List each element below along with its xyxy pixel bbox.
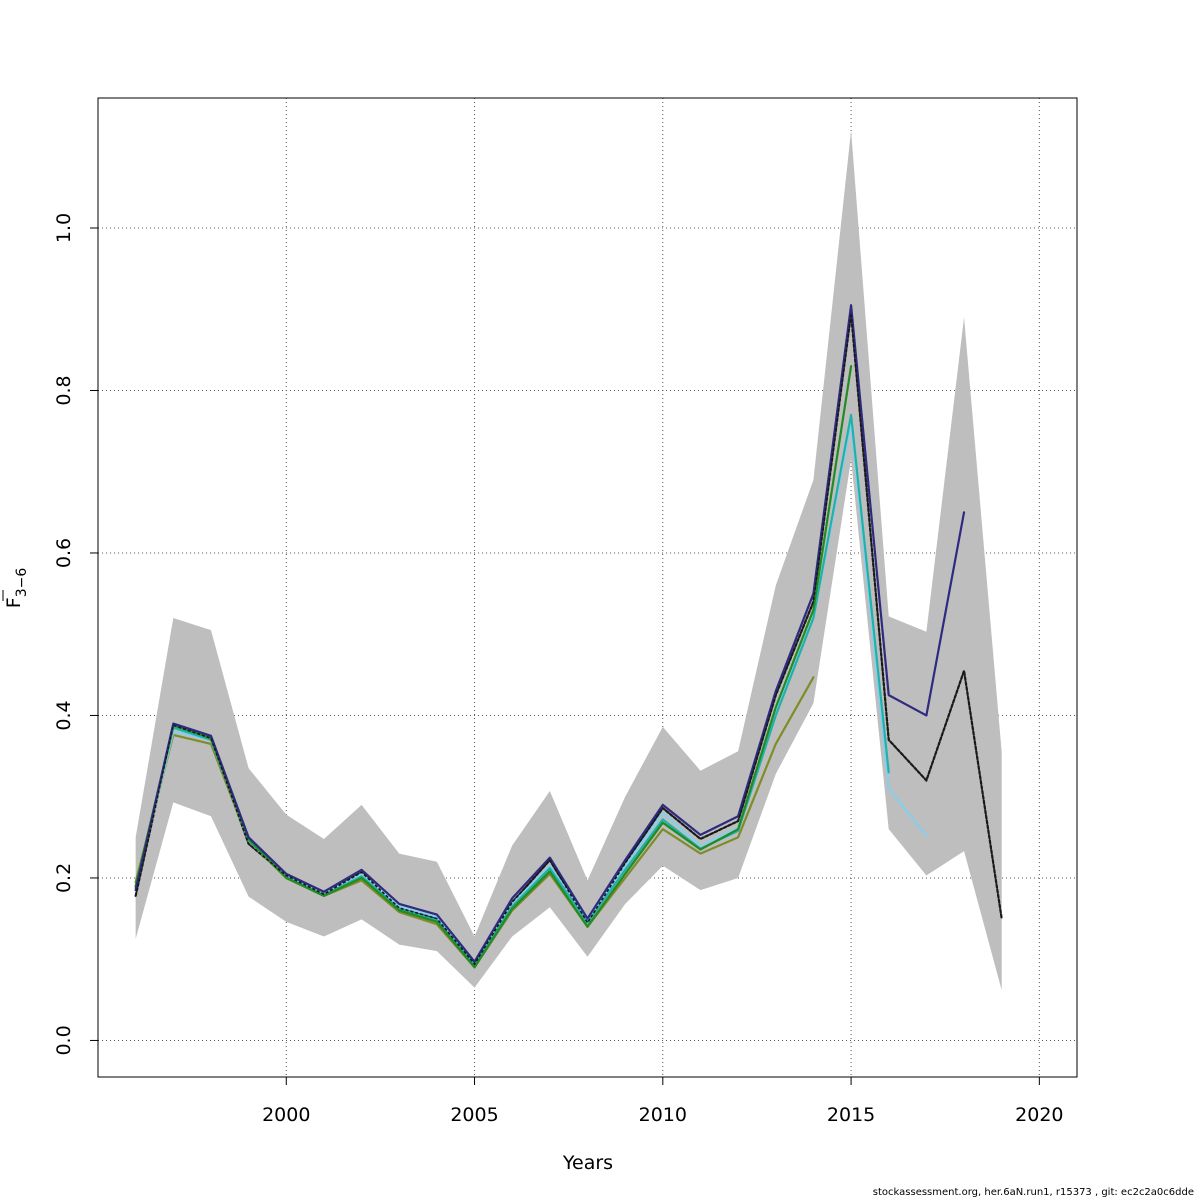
x-tick-label: 2015 bbox=[827, 1104, 875, 1126]
y-axis-label: F3−6 bbox=[2, 568, 30, 609]
series-line-5 bbox=[134, 304, 966, 963]
x-axis: 2000 2005 2010 2015 2020 bbox=[262, 1077, 1064, 1126]
confidence-band bbox=[135, 130, 1002, 991]
y-axis-label-subscript: 3−6 bbox=[14, 568, 30, 598]
plot-frame bbox=[97, 97, 1078, 1078]
y-tick-label: 0.0 bbox=[53, 1025, 75, 1055]
footer-credit: stockassessment.org, her.6aN.run1, r1537… bbox=[872, 1187, 1194, 1198]
confidence-band-area bbox=[135, 130, 1002, 991]
series-line-dashed-overlay bbox=[134, 313, 1003, 966]
x-axis-label: Years bbox=[562, 1152, 613, 1174]
x-tick-label: 2005 bbox=[450, 1104, 498, 1126]
series-line-4 bbox=[134, 365, 853, 969]
y-tick-label: 0.6 bbox=[53, 538, 75, 568]
y-tick-label: 0.4 bbox=[53, 700, 75, 730]
svg-text:F3−6: F3−6 bbox=[3, 568, 30, 609]
x-tick-label: 2000 bbox=[262, 1104, 310, 1126]
y-tick-label: 0.2 bbox=[53, 863, 75, 893]
y-axis-label-main: F bbox=[3, 597, 25, 608]
y-tick-label: 1.0 bbox=[53, 213, 75, 243]
x-tick-label: 2010 bbox=[639, 1104, 687, 1126]
y-axis: 0.0 0.2 0.4 0.6 0.8 1.0 bbox=[53, 213, 98, 1056]
x-tick-label: 2020 bbox=[1015, 1104, 1063, 1126]
series-lines bbox=[134, 304, 1003, 969]
y-tick-label: 0.8 bbox=[53, 375, 75, 405]
